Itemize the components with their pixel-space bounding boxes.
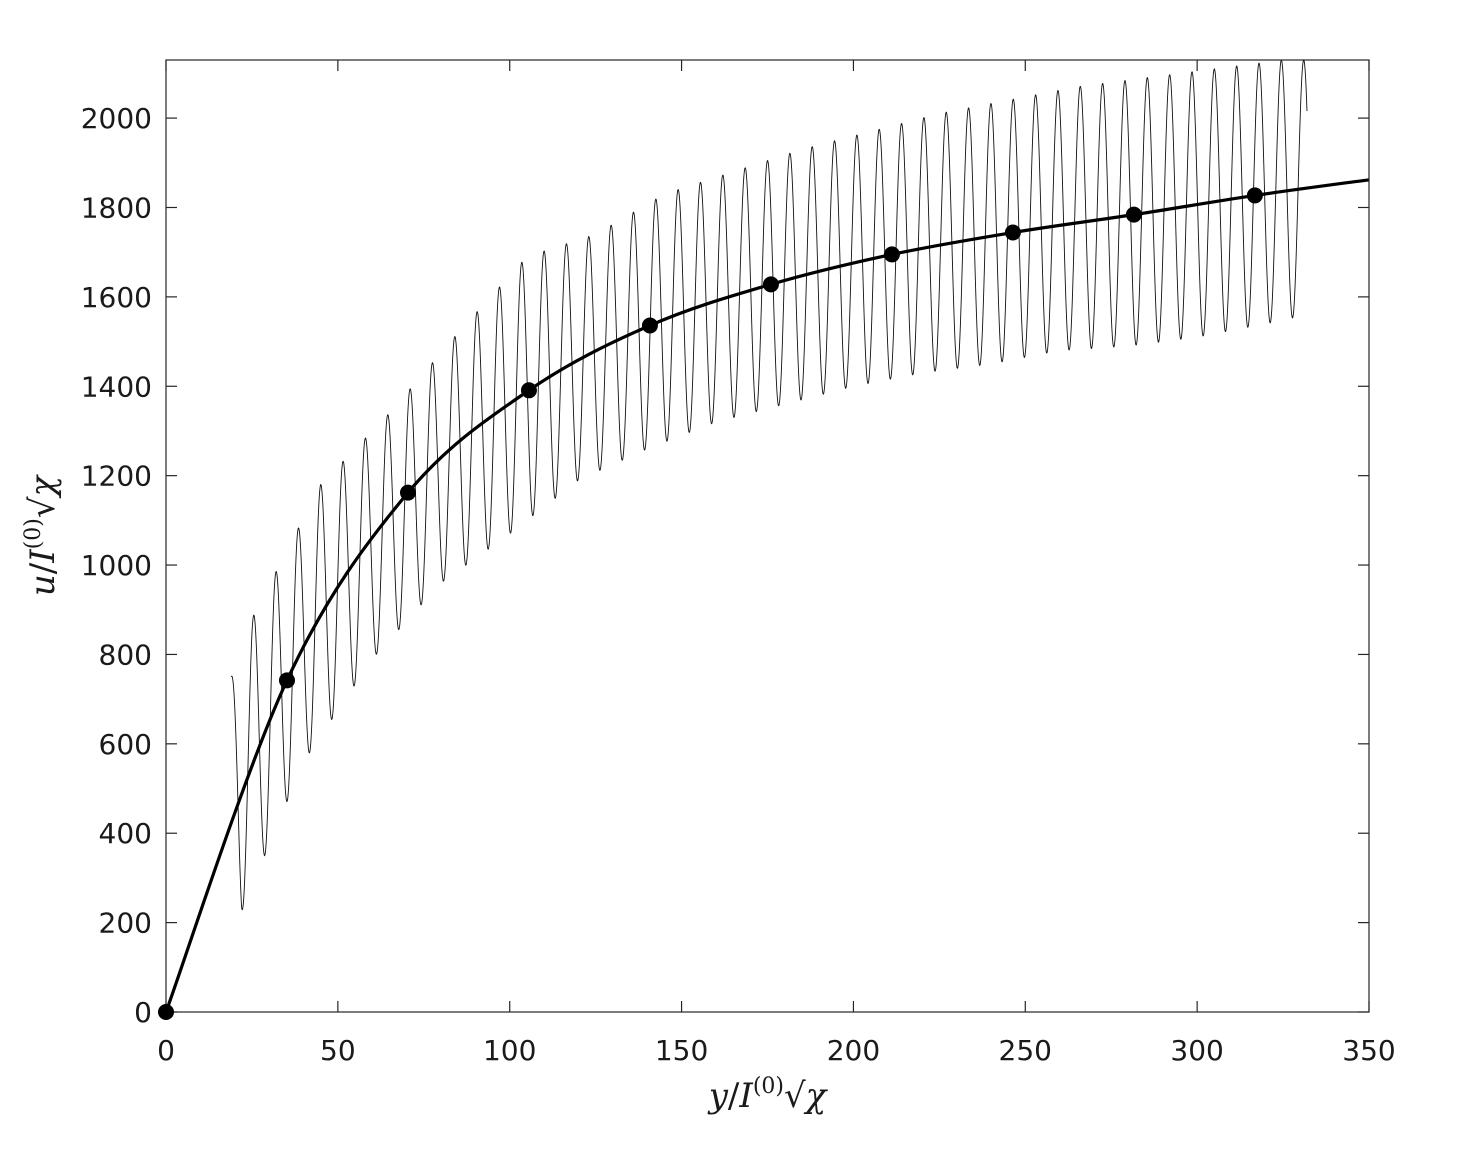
series-layer: [164, 59, 1370, 1013]
y-tick-label: 600: [99, 728, 152, 761]
series-smooth-line: [164, 178, 1370, 1013]
x-tick-label: 250: [999, 1034, 1052, 1067]
markers-layer: [158, 187, 1263, 1020]
x-tick-label: 50: [320, 1034, 356, 1067]
y-tick-label: 800: [99, 638, 152, 671]
x-axis-label: y/I(0)√χ: [707, 1074, 829, 1116]
data-point-marker: [158, 1004, 174, 1020]
data-point-marker: [641, 317, 658, 334]
x-tick-label: 200: [827, 1034, 880, 1067]
ticks-layer: [165, 60, 1370, 1013]
series-oscillating-line: [230, 59, 1308, 911]
data-point-marker: [278, 672, 295, 689]
y-tick-label: 0: [134, 996, 152, 1029]
data-point-marker: [1004, 224, 1021, 241]
y-tick-label: 1600: [81, 281, 152, 314]
x-tick-label: 150: [655, 1034, 708, 1067]
x-tick-label: 300: [1170, 1034, 1223, 1067]
y-tick-label: 400: [99, 817, 152, 850]
data-point-marker: [1125, 206, 1142, 223]
y-tick-label: 1200: [81, 460, 152, 493]
y-axis-label: u/I(0)√χ: [21, 473, 63, 596]
y-tick-label: 1800: [81, 191, 152, 224]
x-tick-label: 0: [157, 1034, 175, 1067]
data-point-marker: [399, 484, 416, 501]
y-tick-label: 2000: [81, 102, 152, 135]
labels-layer: 0 50 100 150 200 250 300 350 0 200 400 600 800 1000 12…: [81, 102, 1396, 1067]
x-tick-label: 350: [1342, 1034, 1395, 1067]
data-point-marker: [762, 276, 779, 293]
x-tick-label: 100: [483, 1034, 536, 1067]
y-tick-label: 200: [99, 907, 152, 940]
y-tick-label: 1400: [81, 370, 152, 403]
data-point-marker: [883, 246, 900, 263]
y-tick-label: 1000: [81, 549, 152, 582]
plot-frame: [165, 59, 1370, 1013]
data-point-marker: [1246, 187, 1263, 204]
data-point-marker: [520, 382, 537, 399]
